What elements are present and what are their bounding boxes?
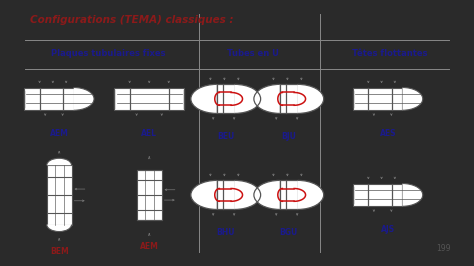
- Wedge shape: [47, 225, 72, 231]
- Text: BEU: BEU: [217, 132, 234, 141]
- Bar: [217, 84, 235, 113]
- Wedge shape: [402, 184, 423, 206]
- Text: BGU: BGU: [280, 228, 298, 237]
- Bar: [217, 180, 235, 209]
- Text: Têtes flottantes: Têtes flottantes: [352, 49, 428, 58]
- Wedge shape: [254, 180, 280, 209]
- Text: Tubes en U: Tubes en U: [227, 49, 279, 58]
- Bar: [24, 88, 74, 110]
- Text: BEM: BEM: [50, 247, 69, 256]
- Text: AEM: AEM: [140, 242, 159, 251]
- Wedge shape: [298, 84, 324, 113]
- Bar: [353, 88, 402, 110]
- Text: BHU: BHU: [217, 228, 235, 237]
- Wedge shape: [254, 84, 280, 113]
- Wedge shape: [191, 180, 217, 209]
- Text: AEL: AEL: [141, 129, 157, 138]
- Wedge shape: [402, 88, 423, 110]
- Wedge shape: [235, 84, 261, 113]
- Text: AEM: AEM: [50, 129, 69, 138]
- Wedge shape: [191, 84, 217, 113]
- Text: Configurations (TEMA) classiques :: Configurations (TEMA) classiques :: [30, 15, 233, 26]
- Bar: [47, 165, 72, 225]
- Bar: [353, 184, 402, 206]
- Bar: [114, 88, 184, 110]
- Text: 199: 199: [437, 244, 451, 253]
- Text: AJS: AJS: [381, 225, 395, 234]
- Bar: [137, 170, 162, 220]
- Wedge shape: [47, 158, 72, 165]
- Text: Plaques tubulaires fixes: Plaques tubulaires fixes: [51, 49, 166, 58]
- Text: AES: AES: [380, 129, 396, 138]
- Text: BJU: BJU: [282, 132, 296, 141]
- Wedge shape: [235, 180, 261, 209]
- Wedge shape: [74, 88, 94, 110]
- Bar: [280, 180, 298, 209]
- Wedge shape: [298, 180, 324, 209]
- Bar: [280, 84, 298, 113]
